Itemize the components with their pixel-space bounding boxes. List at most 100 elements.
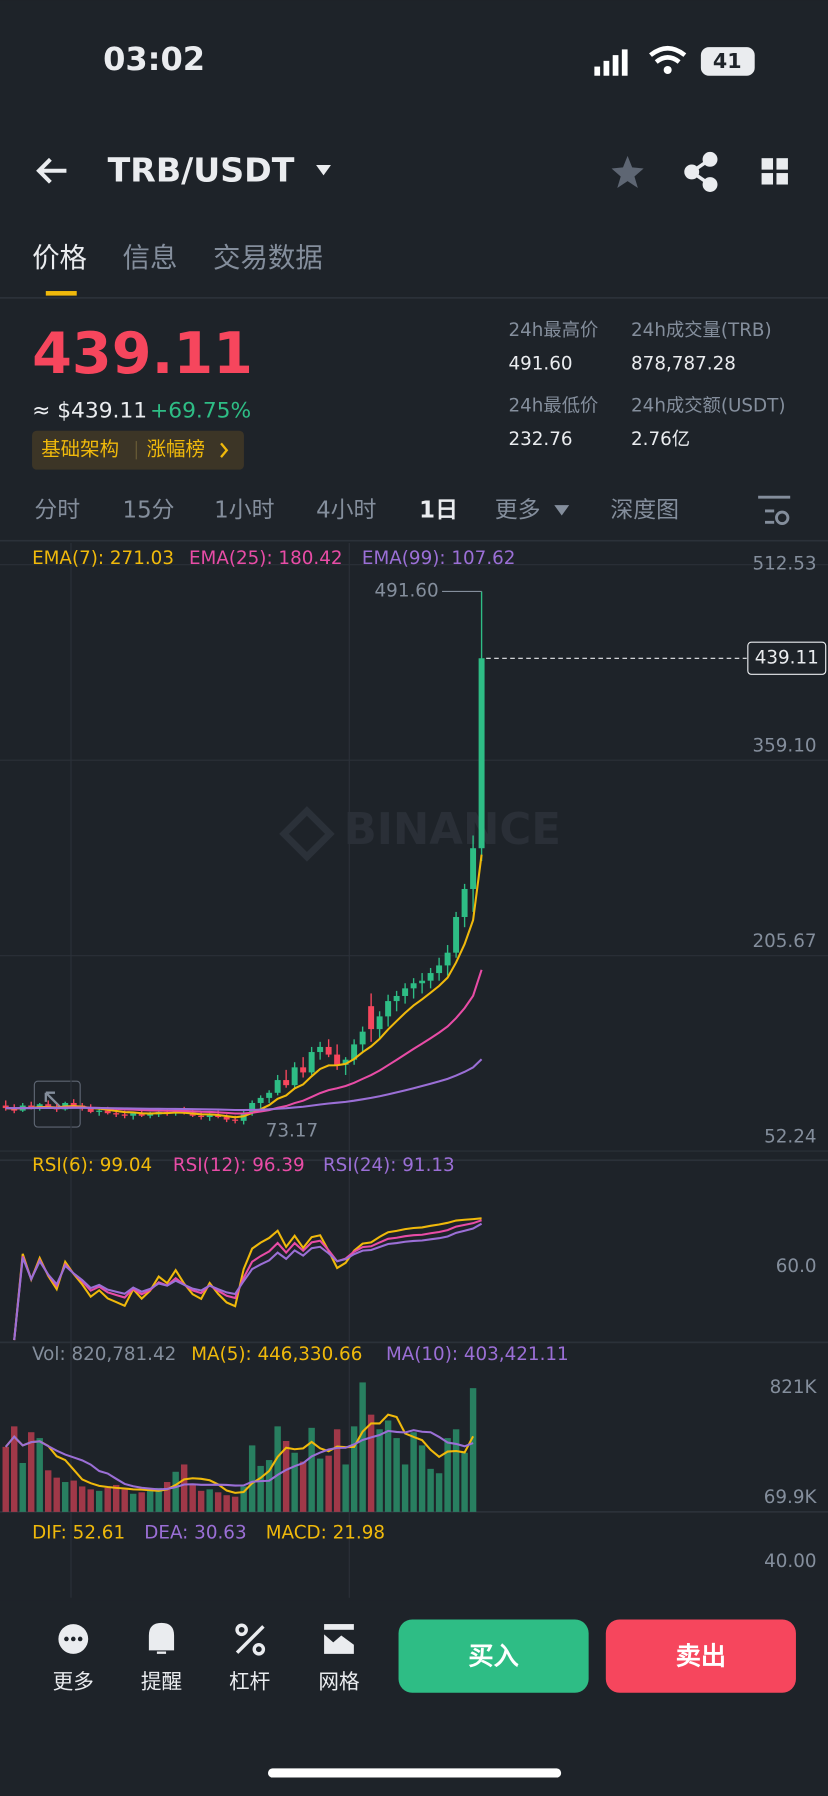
- volume-ma-line: [4, 1413, 475, 1494]
- tag-box[interactable]: [32, 430, 244, 470]
- candle-body: [147, 1114, 154, 1116]
- candle-body: [342, 1059, 349, 1065]
- sell-label[interactable]: 卖出: [676, 1641, 726, 1670]
- back-button[interactable]: [36, 157, 67, 184]
- nav-label[interactable]: 更多: [53, 1669, 94, 1693]
- interval[interactable]: 更多: [495, 497, 541, 523]
- last-price: 439.11: [32, 320, 253, 387]
- candle-body: [45, 1104, 52, 1107]
- nav-label[interactable]: 杠杆: [229, 1669, 270, 1693]
- stat-label: 24h最低价: [508, 396, 598, 417]
- stat-value: 2.76亿: [631, 429, 690, 450]
- candle-body: [376, 1016, 383, 1030]
- low-label: 73.17: [266, 1120, 318, 1141]
- candle-body: [206, 1114, 213, 1118]
- stat-label: 24h成交额(USDT): [631, 396, 785, 417]
- leverage-icon: [235, 1623, 266, 1656]
- y-tick-label: 205.67: [752, 931, 816, 952]
- volume-bar: [214, 1492, 222, 1512]
- sell-button[interactable]: [605, 1619, 796, 1693]
- volume-bar: [299, 1461, 307, 1512]
- chart-settings[interactable]: [758, 495, 791, 525]
- candle-body: [427, 973, 434, 981]
- favorite-button[interactable]: [611, 155, 644, 188]
- volume-bar: [78, 1486, 86, 1512]
- interval[interactable]: 4小时: [316, 497, 376, 523]
- volume-bar: [95, 1490, 103, 1512]
- candle-body: [28, 1105, 35, 1109]
- candle-body: [410, 983, 417, 989]
- nav-label[interactable]: 网格: [318, 1669, 360, 1693]
- expand-button[interactable]: [33, 1080, 81, 1128]
- volume-bar: [444, 1438, 451, 1512]
- candle-body: [87, 1108, 94, 1112]
- volume-bar: [316, 1458, 324, 1512]
- legend: MA(10): 403,421.11: [386, 1344, 569, 1365]
- interval[interactable]: 深度图: [610, 497, 679, 523]
- status-time: 03:02: [103, 40, 205, 78]
- interval[interactable]: 1小时: [214, 497, 274, 523]
- interval[interactable]: 分时: [34, 497, 80, 523]
- price-change: +69.75%: [150, 398, 251, 423]
- pair-title[interactable]: TRB/USDT: [108, 150, 295, 189]
- tab[interactable]: 信息: [123, 242, 178, 274]
- volume-bar: [393, 1438, 400, 1512]
- candle-body: [104, 1110, 111, 1114]
- candle-body: [257, 1097, 264, 1103]
- legend: MA(5): 446,330.66: [191, 1344, 362, 1365]
- alert-icon: [148, 1622, 175, 1654]
- tag[interactable]: 涨幅榜: [147, 438, 205, 461]
- legend: EMA(99): 107.62: [362, 548, 516, 569]
- candle-body: [393, 995, 400, 1002]
- last-price-tag: 439.11: [755, 647, 819, 668]
- candle-body: [70, 1102, 77, 1106]
- y-tick-label: 359.10: [752, 735, 816, 756]
- wifi-dot: [663, 65, 672, 75]
- signal-icon: [594, 49, 628, 76]
- usd-price: ≈ $439.11: [32, 398, 147, 423]
- volume-bar: [333, 1429, 341, 1512]
- interval-active[interactable]: 1日: [419, 497, 458, 523]
- volume-bar: [384, 1420, 392, 1512]
- tab[interactable]: 交易数据: [213, 242, 323, 274]
- candle-body: [138, 1113, 145, 1116]
- more-dropdown[interactable]: [554, 505, 570, 516]
- candle-body: [470, 848, 477, 889]
- buy-button[interactable]: [398, 1619, 589, 1693]
- legend: EMA(25): 180.42: [189, 548, 343, 569]
- volume-bar: [53, 1477, 60, 1512]
- legend: RSI(12): 96.39: [173, 1155, 305, 1176]
- legend: Vol: 820,781.42: [32, 1344, 176, 1365]
- volume-bar: [410, 1432, 417, 1512]
- volume-bar: [257, 1465, 264, 1512]
- candle-body: [453, 917, 460, 953]
- nav-label[interactable]: 提醒: [141, 1669, 182, 1693]
- volume-bar: [129, 1493, 137, 1512]
- volume-bar: [28, 1432, 35, 1512]
- tab[interactable]: 价格: [32, 242, 87, 274]
- volume-bar: [240, 1486, 247, 1512]
- volume-bar: [36, 1438, 43, 1512]
- volume-bar: [104, 1487, 111, 1512]
- tag[interactable]: 基础架构: [41, 438, 119, 461]
- candle-body: [2, 1105, 9, 1109]
- volume-bar: [427, 1468, 434, 1512]
- volume-bar: [112, 1484, 120, 1512]
- volume-bar: [223, 1495, 230, 1512]
- pair-dropdown[interactable]: [316, 165, 331, 176]
- volume-bar: [376, 1429, 383, 1512]
- rsi-line: [13, 1222, 483, 1341]
- candle-body: [266, 1092, 273, 1098]
- volume-bar: [325, 1455, 332, 1512]
- volume-bar: [231, 1496, 239, 1512]
- share-button[interactable]: [684, 151, 718, 192]
- kline-chart: 52.24 205.67 359.10 512.53 EMA(7): 271.03 EMA…: [0, 542, 828, 1598]
- interval[interactable]: 15分: [123, 497, 175, 523]
- candle-body: [368, 1006, 375, 1030]
- buy-label[interactable]: 买入: [468, 1641, 518, 1670]
- volume-ma-line: [4, 1429, 474, 1491]
- layout-button[interactable]: [761, 158, 788, 185]
- candle-body: [308, 1052, 315, 1073]
- candle-body: [223, 1117, 230, 1120]
